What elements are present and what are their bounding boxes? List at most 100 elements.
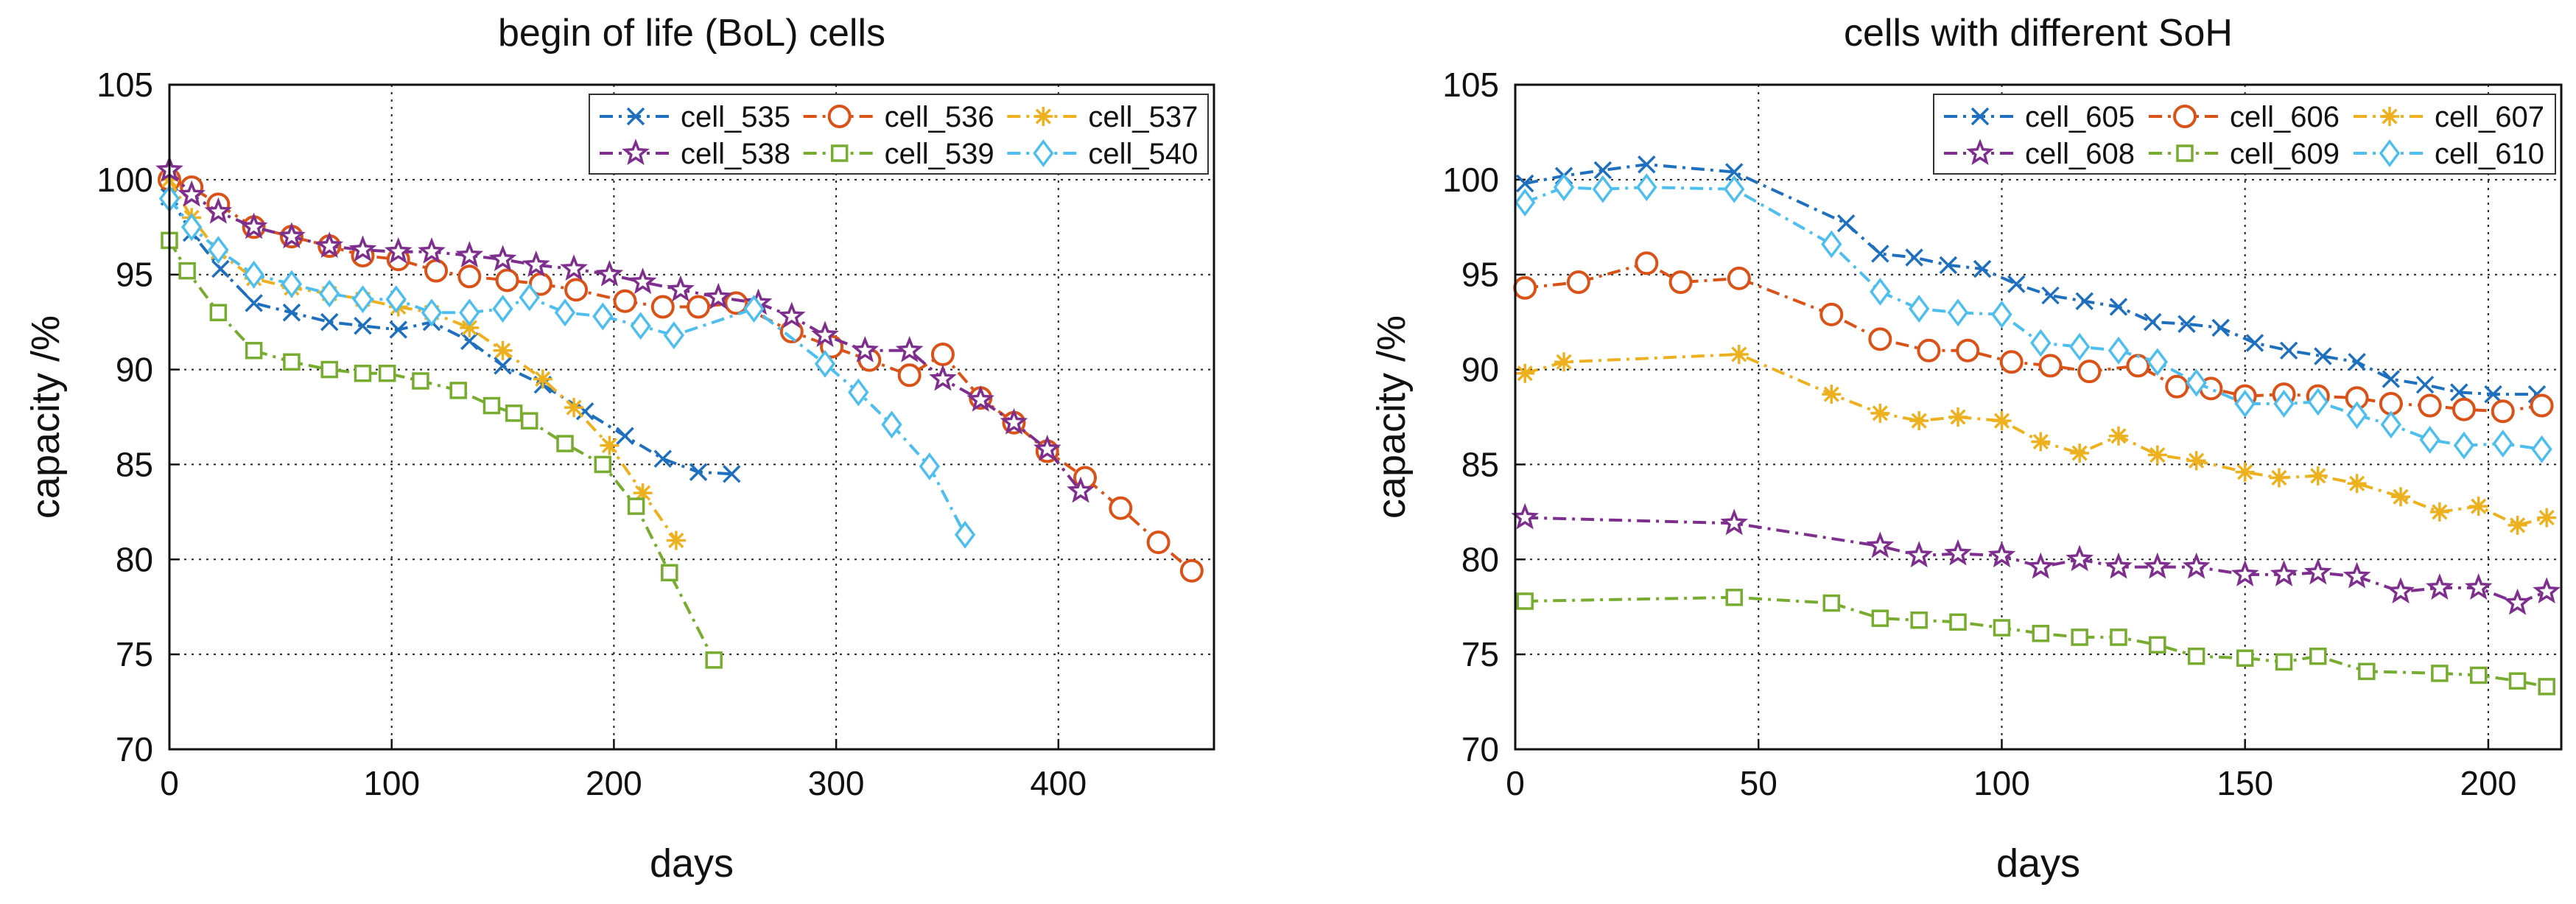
marker-pentagram bbox=[2066, 544, 2094, 572]
series-cell_609 bbox=[1516, 589, 2555, 695]
x-tick-label: 0 bbox=[1506, 764, 1525, 802]
marker-x bbox=[1724, 163, 1744, 181]
marker-x bbox=[460, 332, 479, 351]
marker-square bbox=[2538, 678, 2555, 695]
series-cell_610 bbox=[1515, 173, 2552, 463]
marker-diamond bbox=[1821, 230, 1842, 259]
marker-pentagram bbox=[2342, 561, 2371, 589]
marker-circle bbox=[2038, 354, 2063, 378]
marker-pentagram bbox=[851, 336, 880, 362]
marker-diamond bbox=[743, 295, 765, 323]
marker-circle bbox=[2077, 360, 2102, 384]
marker-asterisk bbox=[493, 340, 513, 360]
marker-circle bbox=[1819, 302, 1844, 326]
marker-x bbox=[1638, 155, 1656, 174]
marker-circle bbox=[897, 363, 922, 388]
marker-x bbox=[2245, 334, 2264, 352]
marker-diamond bbox=[519, 283, 540, 312]
marker-pentagram bbox=[2270, 560, 2298, 586]
marker-circle bbox=[2126, 354, 2150, 378]
axes-frame bbox=[168, 83, 1215, 751]
marker-pentagram bbox=[2231, 560, 2259, 586]
marker-circle bbox=[1956, 338, 1980, 362]
marker-circle bbox=[687, 295, 711, 319]
marker-x bbox=[616, 427, 634, 446]
marker-diamond bbox=[2147, 348, 2169, 376]
marker-x bbox=[1515, 174, 1534, 193]
marker-x bbox=[389, 320, 407, 339]
marker-square bbox=[1949, 613, 1967, 631]
marker-asterisk bbox=[2347, 474, 2367, 494]
marker-square bbox=[1725, 589, 1743, 606]
marker-asterisk bbox=[1554, 352, 1574, 372]
marker-pentagram bbox=[628, 267, 657, 295]
marker-square bbox=[482, 396, 501, 415]
marker-diamond bbox=[2379, 139, 2401, 167]
x-tick-label: 100 bbox=[1973, 764, 2030, 802]
marker-x bbox=[723, 465, 741, 483]
marker-x bbox=[354, 317, 372, 335]
series-cell_605 bbox=[1515, 155, 2547, 404]
marker-square bbox=[556, 435, 574, 452]
marker-asterisk bbox=[666, 530, 686, 550]
marker-square bbox=[2469, 666, 2488, 684]
marker-pentagram bbox=[929, 364, 957, 391]
marker-x bbox=[626, 107, 645, 126]
series-cell_539 bbox=[161, 231, 723, 669]
legend-label: cell_605 bbox=[2025, 101, 2135, 133]
marker-diamond bbox=[814, 349, 836, 378]
marker-pentagram bbox=[895, 336, 924, 362]
marker-asterisk bbox=[2108, 426, 2128, 446]
marker-circle bbox=[564, 278, 589, 302]
marker-pentagram bbox=[811, 320, 839, 348]
y-tick-label: 80 bbox=[1461, 540, 1499, 578]
marker-asterisk bbox=[564, 398, 584, 418]
marker-square bbox=[2431, 665, 2449, 682]
marker-square bbox=[320, 360, 338, 379]
marker-asterisk bbox=[1992, 411, 2012, 431]
legend: cell_535 cell_536 cell_537 cell_538 cell_539… bbox=[589, 94, 1209, 175]
marker-square bbox=[2071, 628, 2088, 646]
y-tick-label: 105 bbox=[1442, 66, 1499, 104]
marker-pentagram bbox=[1966, 139, 1994, 165]
marker-diamond bbox=[319, 279, 340, 308]
marker-pentagram bbox=[2464, 573, 2493, 600]
marker-diamond bbox=[2030, 329, 2052, 357]
marker-circle bbox=[2165, 374, 2189, 399]
y-tick-label: 75 bbox=[1461, 635, 1499, 673]
y-tick-label: 95 bbox=[116, 256, 153, 294]
marker-pentagram bbox=[595, 259, 624, 287]
marker-pentagram bbox=[2503, 588, 2532, 615]
axes-frame bbox=[1514, 83, 2563, 751]
marker-circle bbox=[457, 264, 482, 289]
marker-x bbox=[282, 304, 301, 322]
marker-pentagram bbox=[348, 235, 377, 262]
marker-x bbox=[1973, 259, 1992, 278]
marker-square bbox=[378, 364, 396, 382]
marker-pentagram bbox=[622, 139, 650, 165]
marker-circle bbox=[1999, 350, 2024, 374]
legend-label: cell_608 bbox=[2025, 138, 2135, 170]
marker-x bbox=[2007, 275, 2026, 293]
marker-x bbox=[575, 402, 594, 421]
marker-circle bbox=[1566, 270, 1590, 295]
marker-square bbox=[178, 262, 196, 280]
legend-item: cell_608 bbox=[1944, 138, 2135, 170]
marker-circle bbox=[1179, 558, 1204, 583]
marker-diamond bbox=[2273, 390, 2295, 418]
marker-square bbox=[412, 372, 429, 390]
marker-pentagram bbox=[204, 197, 233, 224]
legend-label: cell_607 bbox=[2435, 101, 2544, 133]
marker-pentagram bbox=[455, 241, 484, 268]
legend-label: cell_610 bbox=[2435, 138, 2544, 170]
plot-area bbox=[1515, 85, 2561, 749]
marker-asterisk bbox=[600, 435, 620, 455]
x-tick-label: 300 bbox=[808, 764, 865, 802]
marker-x bbox=[653, 449, 673, 468]
y-tick-label: 105 bbox=[96, 66, 153, 104]
marker-x bbox=[1593, 161, 1612, 180]
marker-pentagram bbox=[1866, 531, 1895, 558]
marker-square bbox=[2508, 672, 2527, 690]
marker-square bbox=[209, 304, 228, 322]
